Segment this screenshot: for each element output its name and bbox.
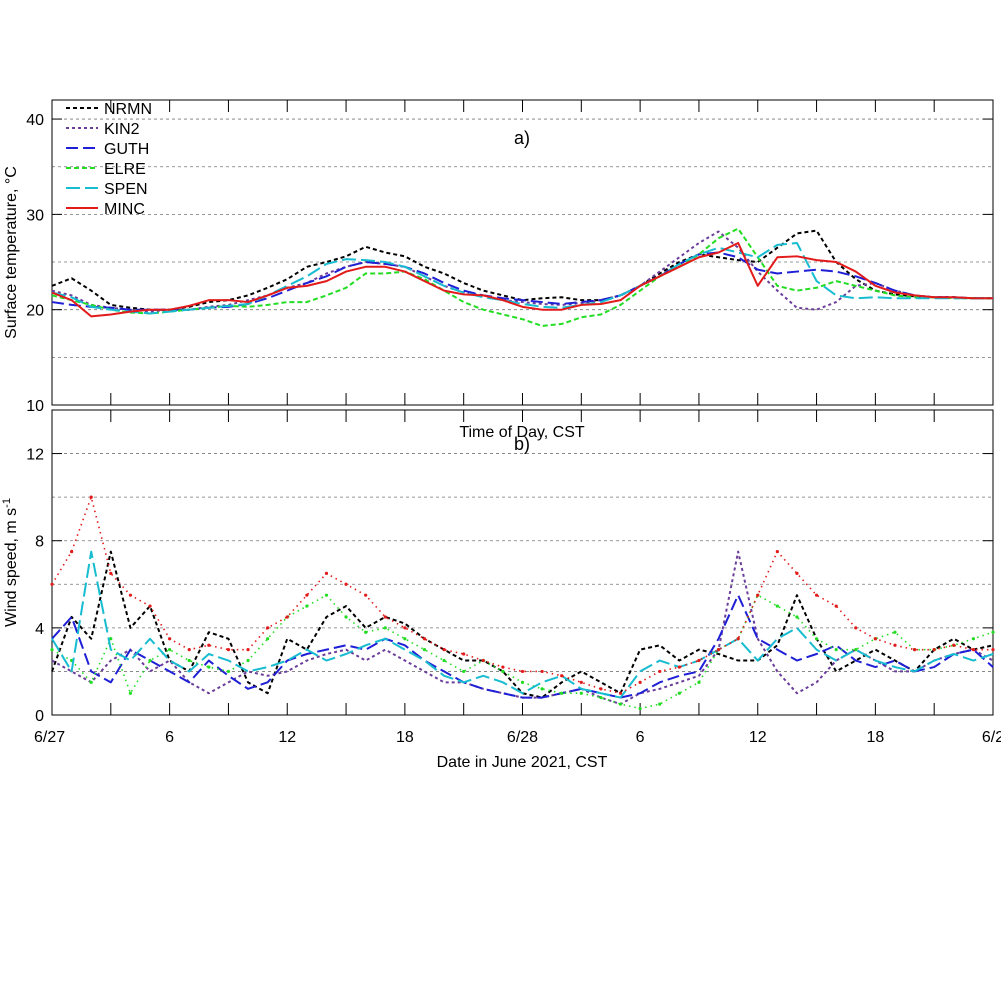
y-tick-label: 0 — [35, 708, 44, 725]
x-tick-label: 18 — [396, 729, 414, 746]
data-point-elre — [893, 630, 897, 634]
panel-label: a) — [514, 128, 530, 148]
data-point-elre — [775, 604, 779, 608]
data-point-elre — [128, 691, 133, 695]
data-point-minc — [462, 652, 466, 656]
series-elre — [50, 593, 995, 711]
data-point-elre — [148, 658, 152, 663]
y-tick-label: 4 — [35, 621, 44, 638]
data-point-elre — [403, 637, 407, 641]
y-axis-label-superscript: -1 — [1, 498, 13, 508]
x-tick-label: 6/28 — [507, 729, 538, 746]
data-point-elre — [540, 687, 544, 691]
y-tick-label: 20 — [26, 303, 44, 320]
data-point-minc — [716, 648, 721, 652]
data-point-elre — [207, 665, 211, 669]
data-point-elre — [383, 626, 387, 630]
legend-label-spen: SPEN — [104, 181, 148, 198]
series-line-minc — [51, 241, 993, 318]
series-line-elre — [51, 594, 994, 710]
data-point-elre — [795, 615, 799, 619]
y-tick-label: 40 — [26, 112, 44, 129]
y-tick-label: 12 — [26, 447, 44, 464]
series-minc — [50, 494, 995, 695]
data-point-elre — [560, 691, 564, 695]
x-tick-label: 12 — [749, 729, 767, 746]
panel-label: b) — [514, 434, 530, 454]
data-point-minc — [971, 648, 975, 652]
data-point-minc — [579, 680, 583, 684]
panel-title: Time of Day, CST — [459, 424, 585, 441]
legend-label-minc: MINC — [104, 201, 145, 218]
data-point-minc — [305, 593, 309, 597]
data-point-elre — [442, 658, 446, 663]
panel-a-temperature: 10 20 30 40 Surface temperature, °C a) NRMN KIN… — [3, 99, 994, 415]
legend-label-kin2: KIN2 — [104, 121, 140, 138]
series-line-kin2 — [51, 230, 993, 313]
data-point-minc — [814, 593, 819, 597]
x-tick-label: 6 — [636, 729, 645, 746]
legend-label-elre: ELRE — [104, 161, 146, 178]
data-point-elre — [187, 658, 191, 663]
data-point-minc — [736, 637, 740, 641]
y-tick-label: 30 — [26, 207, 44, 224]
legend-label-nrmn: NRMN — [104, 101, 152, 118]
data-point-elre — [599, 695, 603, 700]
data-point-minc — [226, 648, 231, 652]
series-line-guth — [51, 594, 994, 699]
x-tick-label: 6 — [165, 729, 174, 746]
x-axis-label: Date in June 2021, CST — [437, 754, 608, 771]
x-tick-label: 18 — [866, 729, 884, 746]
series-line-spen — [51, 241, 993, 315]
data-point-minc — [697, 658, 701, 663]
y-axis-label: Surface temperature, °C — [3, 166, 20, 339]
data-point-elre — [658, 702, 662, 706]
x-tick-label: 6/27 — [34, 729, 65, 746]
data-point-minc — [422, 637, 427, 641]
data-point-elre — [168, 648, 172, 652]
data-point-elre — [854, 648, 858, 652]
y-axis-label: Wind speed, m s-1 — [1, 498, 20, 627]
data-point-minc — [383, 615, 387, 619]
data-point-minc — [520, 669, 525, 674]
y-tick-label: 8 — [35, 534, 44, 551]
legend: NRMN KIN2 GUTH ELRE SPEN MINC — [66, 101, 152, 218]
x-tick-label: 6/2 — [982, 729, 1001, 746]
series-line-nrmn — [51, 550, 994, 699]
data-point-elre — [422, 648, 427, 652]
data-point-elre — [266, 637, 270, 641]
y-tick-label: 10 — [26, 398, 44, 415]
panel-b-wind-speed: 0 4 8 12 Wind speed, m s-1 b)Time of Day, CST… — [1, 409, 1001, 771]
x-tick-label: 12 — [278, 729, 296, 746]
data-point-minc — [912, 648, 917, 652]
series-line-spen — [51, 550, 994, 699]
legend-label-guth: GUTH — [104, 141, 149, 158]
data-point-minc — [403, 626, 407, 630]
series-line-guth — [51, 251, 993, 311]
data-point-minc — [109, 571, 113, 575]
series-line-elre — [51, 227, 993, 327]
